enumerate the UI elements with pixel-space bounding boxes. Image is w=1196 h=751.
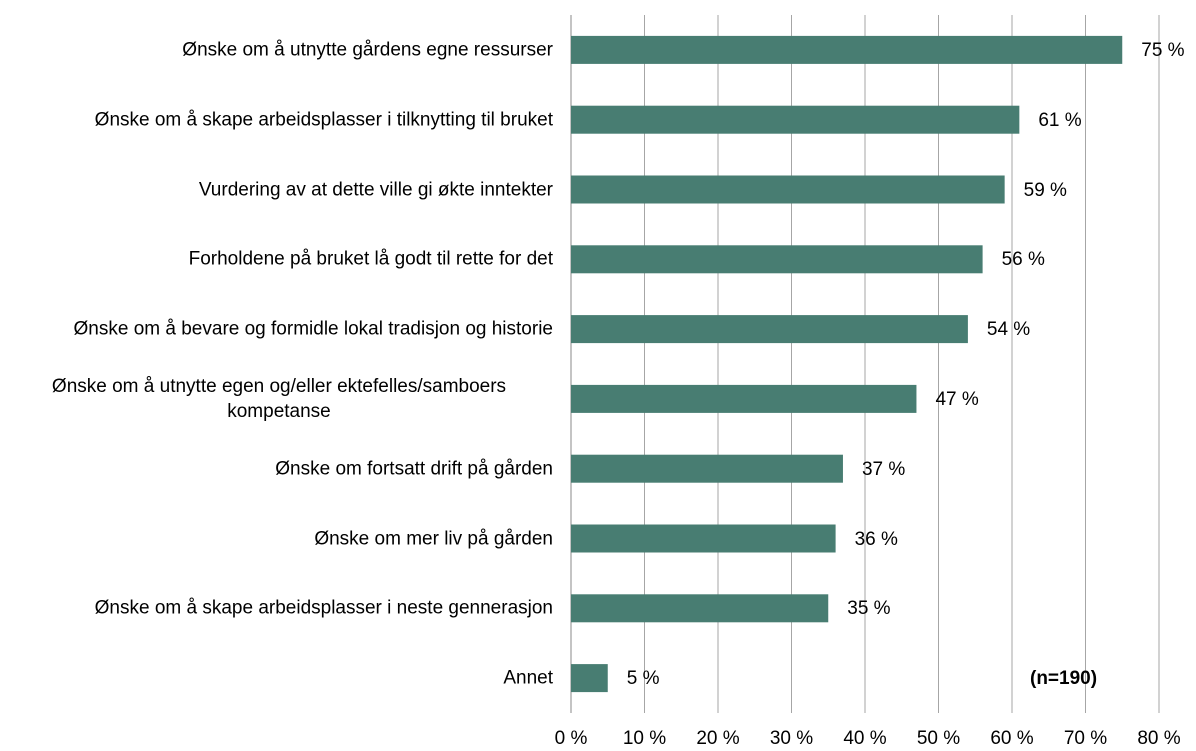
x-tick-label: 50 % [916, 728, 961, 749]
y-tick-label-box: Ønske om å utnytte egen og/eller ektefel… [0, 374, 553, 424]
value-label: 56 % [1001, 249, 1045, 271]
y-tick-label-box: Ønske om å bevare og formidle lokal trad… [0, 317, 553, 342]
x-tick-label: 60 % [990, 728, 1034, 749]
bar [571, 315, 968, 344]
x-tick-label: 70 % [1063, 728, 1108, 749]
value-label: 5 % [626, 668, 660, 690]
bar [571, 454, 843, 483]
x-tick-label: 20 % [696, 728, 740, 749]
y-tick-label: Forholdene på bruket lå godt til rette f… [188, 248, 553, 270]
y-tick-label-box: Ønske om mer liv på gården [0, 526, 553, 551]
bar [571, 664, 608, 693]
x-tick-label: 40 % [843, 728, 887, 749]
bar [571, 245, 983, 274]
x-tick-label: 0 % [554, 728, 588, 749]
y-tick-label-box: Ønske om fortsatt drift på gården [0, 456, 553, 481]
y-tick-label: Ønske om fortsatt drift på gården [275, 458, 553, 480]
annotation: (n=190) [1030, 668, 1098, 690]
y-tick-label-box: Ønske om å utnytte gårdens egne ressurse… [0, 37, 553, 62]
y-tick-label: Ønske om mer liv på gården [314, 528, 553, 549]
value-label: 61 % [1038, 109, 1082, 131]
y-tick-label: Ønske om å utnytte egen og/eller ektefel… [51, 375, 507, 422]
y-tick-label: Vurdering av at dette ville gi økte innt… [198, 179, 553, 200]
value-label: 37 % [861, 458, 906, 480]
bar [571, 175, 1005, 204]
bar [571, 594, 829, 623]
y-tick-label-box: Ønske om å skape arbeidsplasser i neste … [0, 596, 553, 621]
x-tick-label: 30 % [769, 728, 814, 749]
bar [571, 105, 1020, 134]
y-tick-label-box: Forholdene på bruket lå godt til rette f… [0, 247, 553, 272]
y-tick-label: Ønske om å skape arbeidsplasser i neste … [94, 597, 553, 619]
y-tick-label: Ønske om å skape arbeidsplasser i tilkny… [94, 109, 553, 131]
x-tick-label: 80 % [1137, 728, 1181, 749]
value-label: 47 % [935, 388, 979, 410]
y-tick-label-box: Ønske om å skape arbeidsplasser i tilkny… [0, 107, 553, 132]
value-label: 36 % [854, 528, 898, 550]
y-tick-label-box: Annet [0, 666, 553, 691]
y-tick-label: Ønske om å utnytte gårdens egne ressurse… [182, 39, 553, 61]
y-tick-label-box: Vurdering av at dette ville gi økte innt… [0, 177, 553, 202]
value-label: 35 % [847, 598, 891, 620]
y-tick-label: Ønske om å bevare og formidle lokal trad… [73, 318, 553, 340]
bar [571, 384, 917, 413]
value-label: 59 % [1023, 179, 1067, 201]
y-tick-label: Annet [503, 667, 553, 689]
x-tick-label: 10 % [622, 728, 667, 749]
bar [571, 35, 1123, 64]
bar [571, 524, 836, 553]
value-label: 54 % [986, 319, 1031, 341]
value-label: 75 % [1141, 39, 1185, 61]
